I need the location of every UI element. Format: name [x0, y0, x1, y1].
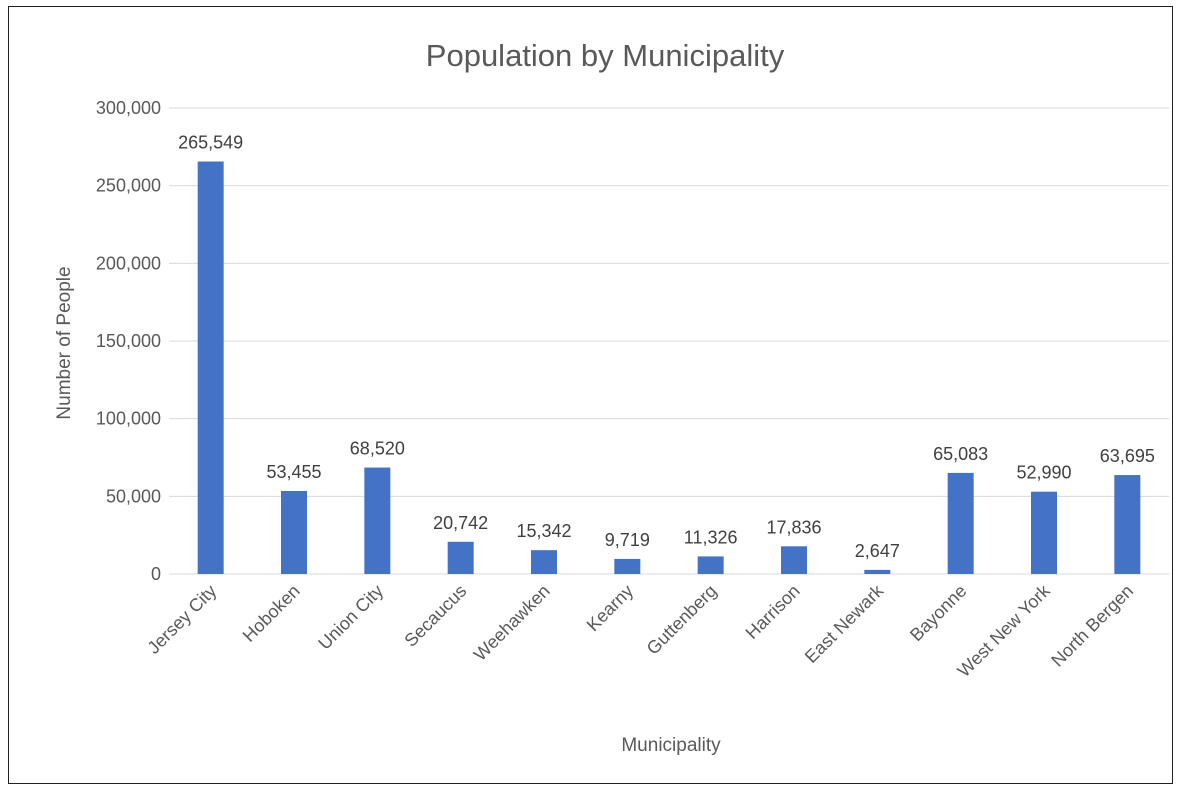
- data-label: 9,719: [605, 530, 650, 550]
- x-axis-ticks: Jersey City Hoboken Union City Secaucus Weeh…: [143, 580, 1137, 681]
- data-label: 15,342: [516, 521, 571, 541]
- data-label: 17,836: [766, 517, 821, 537]
- bar: [614, 559, 640, 574]
- bar: [781, 546, 807, 574]
- y-tick-label: 100,000: [96, 409, 161, 429]
- x-tick-label: North Bergen: [1047, 581, 1137, 671]
- bar: [364, 468, 390, 574]
- data-label: 2,647: [855, 541, 900, 561]
- bar: [864, 570, 890, 574]
- bar: [198, 162, 224, 574]
- y-tick-label: 50,000: [106, 486, 161, 506]
- bar: [448, 542, 474, 574]
- y-tick-label: 150,000: [96, 331, 161, 351]
- data-label: 63,695: [1100, 446, 1155, 466]
- data-label: 11,326: [684, 527, 738, 547]
- data-label: 53,455: [266, 462, 321, 482]
- y-axis-title: Number of People: [54, 266, 75, 419]
- data-label: 265,549: [178, 133, 243, 153]
- bars: [198, 162, 1141, 574]
- y-tick-label: 0: [151, 564, 161, 584]
- bar: [531, 550, 557, 574]
- x-tick-label: Guttenberg: [643, 581, 721, 659]
- data-label: 20,742: [433, 513, 488, 533]
- y-axis-ticks: 0 50,000 100,000 150,000 200,000 250,000 300,0…: [96, 98, 161, 584]
- x-axis-title: Municipality: [621, 735, 721, 756]
- x-tick-label: Kearny: [583, 581, 637, 635]
- x-tick-label: Hoboken: [239, 581, 304, 646]
- data-label: 68,520: [350, 439, 405, 459]
- x-tick-label: Bayonne: [906, 581, 970, 645]
- bar: [281, 491, 307, 574]
- x-tick-label: Harrison: [742, 581, 804, 643]
- bar-chart: Population by Municipality 0 50,000 100,00…: [9, 7, 1174, 785]
- bar: [1031, 492, 1057, 574]
- x-tick-label: Weehawken: [470, 581, 554, 665]
- data-label: 52,990: [1016, 463, 1071, 483]
- x-tick-label: Union City: [314, 581, 387, 654]
- bar: [948, 473, 974, 574]
- chart-frame: Population by Municipality 0 50,000 100,00…: [8, 6, 1173, 784]
- bar: [1114, 475, 1140, 574]
- chart-title: Population by Municipality: [426, 38, 785, 73]
- y-tick-label: 250,000: [96, 176, 161, 196]
- x-tick-label: Secaucus: [400, 581, 470, 651]
- gridlines: [169, 108, 1169, 574]
- data-label: 65,083: [933, 444, 988, 464]
- x-tick-label: East Newark: [801, 580, 888, 667]
- y-tick-label: 300,000: [96, 98, 161, 118]
- bar: [698, 556, 724, 574]
- y-tick-label: 200,000: [96, 253, 161, 273]
- x-tick-label: Jersey City: [143, 581, 220, 658]
